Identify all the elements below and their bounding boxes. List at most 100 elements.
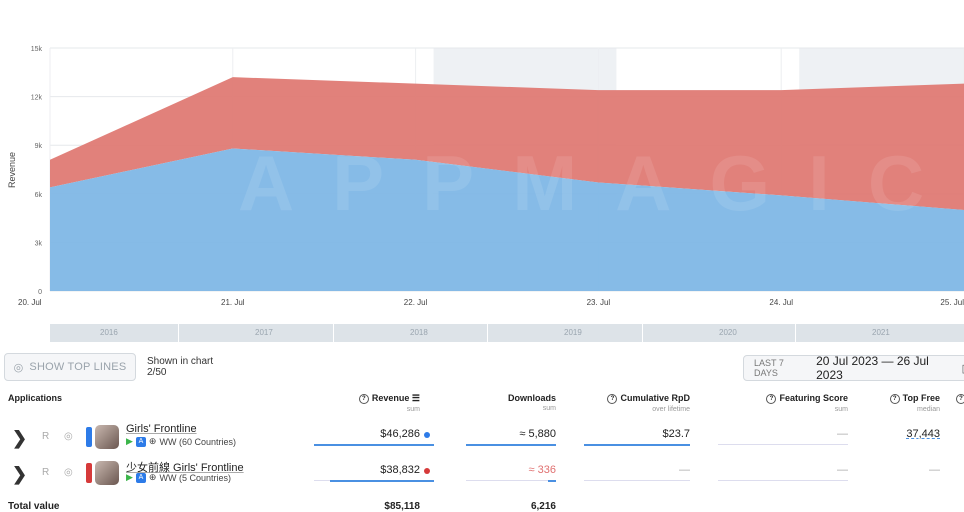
related-toggle[interactable]: R [42, 431, 50, 442]
col-cum-rpd-sub: over lifetime [652, 405, 690, 413]
cum-rpd-bar [584, 444, 690, 446]
col-downloads-label: Downloads [507, 393, 556, 403]
chart-canvas: 0 3k 6k 9k 12k 15k APPMAGIC 20. Jul 21. Jul 22. J… [7, 46, 964, 307]
y-axis-label: Revenue [7, 152, 17, 188]
visibility-eye-icon[interactable]: ◎ [64, 431, 73, 442]
app-icon [95, 425, 119, 449]
col-featuring-score[interactable]: ? Featuring Score sum [748, 393, 848, 413]
revenue-value: $38,832 [380, 464, 420, 476]
app-store-icon: A [135, 436, 146, 447]
table-row[interactable]: ❯ R ◎ Girls' Frontline ▶ A ⊕ WW (60 Coun… [0, 422, 964, 452]
col-cumulative-rpd[interactable]: ? Cumulative RpD over lifetime [594, 393, 690, 413]
total-downloads: 6,216 [530, 501, 556, 512]
date-range-picker[interactable]: LAST 7 DAYS 20 Jul 2023 — 26 Jul 2023 ▣ [743, 354, 964, 382]
timeline-tick [642, 324, 643, 342]
series-area-2 [50, 77, 964, 210]
downloads-bar [548, 480, 556, 482]
y-tick-label: 15k [31, 46, 43, 53]
related-toggle[interactable]: R [42, 467, 50, 478]
x-tick-label: 25. Jul [940, 298, 964, 307]
x-tick-label: 21. Jul [221, 298, 245, 307]
date-preset: LAST 7 DAYS [754, 358, 784, 378]
col-top-free[interactable]: ? Top Free median [872, 393, 940, 413]
col-featuring-sub: sum [834, 405, 848, 413]
timeline-tick [178, 324, 179, 342]
timeline-year: 2017 [255, 328, 273, 337]
table-row[interactable]: ❯ R ◎ 少女前線 Girls' Frontline ▶ A ⊕ WW (5 … [0, 458, 964, 488]
help-icon: ? [889, 393, 900, 404]
timeline-year: 2020 [719, 328, 737, 337]
expand-chevron-icon[interactable]: ❯ [12, 464, 28, 484]
x-tick-label: 23. Jul [587, 298, 611, 307]
app-name-link[interactable]: Girls' Frontline [126, 423, 197, 435]
series-color-marker [86, 427, 92, 447]
col-downloads[interactable]: Downloads sum [480, 393, 556, 412]
featuring-value: — [837, 464, 848, 476]
store-info: ▶ A ⊕ WW (60 Countries) [126, 436, 236, 447]
timeline-tick [795, 324, 796, 342]
google-play-icon: ▶ [126, 436, 133, 446]
store-info: ▶ A ⊕ WW (5 Countries) [126, 472, 231, 483]
calendar-icon: ▣ [962, 362, 964, 375]
revenue-chart: 0 3k 6k 9k 12k 15k APPMAGIC 20. Jul 21. Jul 22. J… [7, 46, 964, 307]
visibility-eye-icon[interactable]: ◎ [64, 467, 73, 478]
help-icon: ? [766, 393, 777, 404]
timeline-year: 2018 [410, 328, 428, 337]
timeline-year: 2021 [872, 328, 890, 337]
globe-icon: ⊕ [148, 472, 157, 482]
x-tick-label: 24. Jul [769, 298, 793, 307]
top-free-value[interactable]: 37,443 [906, 428, 940, 440]
country-count: WW (60 Countries) [159, 436, 236, 447]
cum-rpd-value: $23.7 [662, 428, 690, 440]
x-tick-label: 22. Jul [404, 298, 428, 307]
timeline-year: 2019 [564, 328, 582, 337]
col-revenue-sub: sum [406, 406, 420, 413]
google-play-icon: ▶ [126, 472, 133, 482]
downloads-bar-track [466, 480, 556, 481]
y-tick-label: 0 [38, 289, 42, 296]
col-top-free-sub: median [917, 405, 940, 413]
timeline-tick [487, 324, 488, 342]
col-downloads-sub: sum [542, 405, 556, 412]
shown-in-chart-label: Shown in chart [147, 356, 214, 367]
col-cum-rpd-label: Cumulative RpD [620, 393, 690, 403]
show-top-lines-label: SHOW TOP LINES [29, 361, 127, 373]
total-label: Total value [8, 501, 60, 512]
shown-in-chart-count: 2/50 [147, 367, 167, 378]
app-icon [95, 461, 119, 485]
col-featuring-label: Featuring Score [779, 393, 848, 403]
y-tick-label: 9k [35, 143, 43, 150]
revenue-dot [424, 468, 430, 474]
cum-rpd-value: — [679, 464, 690, 476]
watermark-text: APPMAGIC [238, 139, 962, 227]
revenue-dot [424, 432, 430, 438]
date-range-value: 20 Jul 2023 — 26 Jul 2023 [816, 354, 929, 382]
app-store-icon: A [135, 472, 146, 483]
downloads-value: ≈ 5,880 [519, 428, 556, 440]
eye-icon: ◎ [13, 361, 24, 374]
series-area-1 [50, 148, 964, 291]
country-count: WW (5 Countries) [159, 472, 231, 483]
series-color-marker [86, 463, 92, 483]
downloads-bar [466, 444, 556, 446]
col-next-help-icon: ? [956, 393, 964, 404]
y-tick-label: 3k [35, 240, 43, 247]
timeline-year: 2016 [100, 328, 118, 337]
timeline-navigator[interactable]: 2016 2017 2018 2019 2020 2021 [50, 324, 964, 342]
help-icon: ? [607, 393, 618, 404]
y-tick-label: 6k [35, 192, 43, 199]
timeline-tick [333, 324, 334, 342]
revenue-bar [314, 444, 434, 446]
col-revenue[interactable]: ? Revenue ☰ sum [340, 393, 420, 413]
show-top-lines-button[interactable]: ◎ SHOW TOP LINES [4, 353, 136, 381]
app-name-link[interactable]: 少女前線 Girls' Frontline [126, 462, 244, 474]
help-icon: ? [358, 393, 369, 404]
col-top-free-label: Top Free [902, 393, 940, 403]
x-tick-label: 20. Jul [18, 298, 42, 307]
col-applications: Applications [8, 393, 63, 403]
expand-chevron-icon[interactable]: ❯ [12, 428, 28, 448]
sort-icon: ☰ [411, 393, 420, 403]
revenue-bar [330, 480, 434, 482]
globe-icon: ⊕ [148, 436, 157, 446]
downloads-value: ≈ 336 [528, 464, 556, 476]
